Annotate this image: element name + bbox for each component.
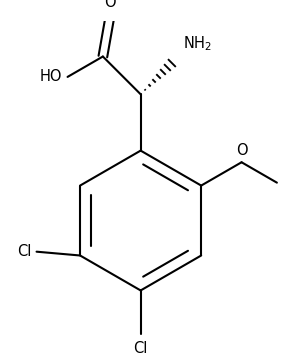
- Text: O: O: [236, 143, 247, 158]
- Text: NH$_2$: NH$_2$: [183, 34, 212, 53]
- Text: Cl: Cl: [17, 244, 32, 259]
- Text: Cl: Cl: [134, 341, 148, 355]
- Text: HO: HO: [39, 70, 62, 84]
- Text: O: O: [104, 0, 116, 10]
